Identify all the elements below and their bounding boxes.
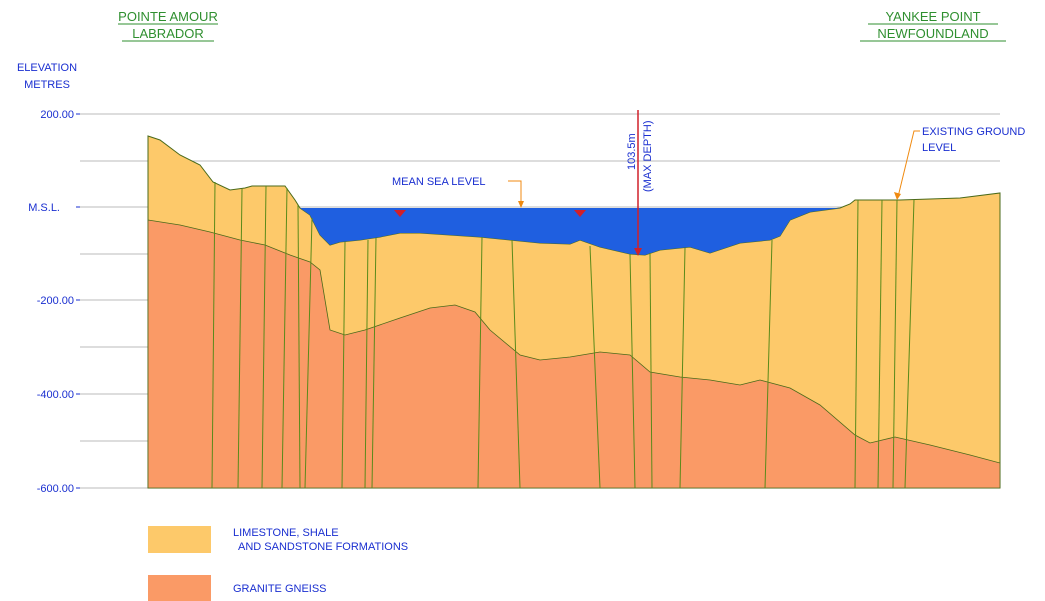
legend-label: AND SANDSTONE FORMATIONS bbox=[238, 541, 408, 553]
header: NEWFOUNDLAND bbox=[877, 26, 988, 41]
annotation: LEVEL bbox=[922, 142, 956, 154]
legend-label: LIMESTONE, SHALE bbox=[233, 527, 339, 539]
axis-label: ELEVATION bbox=[17, 62, 77, 74]
tick-label: M.S.L. bbox=[28, 202, 60, 214]
annotation: (MAX DEPTH) bbox=[642, 121, 654, 193]
legend-swatch bbox=[148, 526, 211, 553]
annotation: MEAN SEA LEVEL bbox=[392, 176, 486, 188]
axis-label: METRES bbox=[24, 79, 70, 91]
arrow bbox=[518, 201, 524, 208]
sea bbox=[300, 208, 850, 255]
tick-label: -400.00 bbox=[37, 389, 74, 401]
legend-swatch bbox=[148, 575, 211, 601]
depth-arrow bbox=[634, 248, 642, 256]
tick-label: -600.00 bbox=[37, 483, 74, 495]
header: POINTE AMOUR bbox=[118, 9, 218, 24]
marker bbox=[394, 210, 406, 217]
tick-label: -200.00 bbox=[37, 295, 74, 307]
granite bbox=[147, 219, 1001, 489]
leader bbox=[897, 130, 920, 198]
header: YANKEE POINT bbox=[885, 9, 980, 24]
annotation: EXISTING GROUND bbox=[922, 126, 1025, 138]
tick-label: 200.00 bbox=[40, 109, 74, 121]
arrow bbox=[894, 192, 901, 200]
header: LABRADOR bbox=[132, 26, 204, 41]
legend-label: GRANITE GNEISS bbox=[233, 583, 327, 595]
faults bbox=[211, 181, 915, 489]
leader bbox=[508, 180, 522, 205]
annotation: 103.5m bbox=[626, 133, 638, 170]
marker bbox=[574, 210, 586, 217]
